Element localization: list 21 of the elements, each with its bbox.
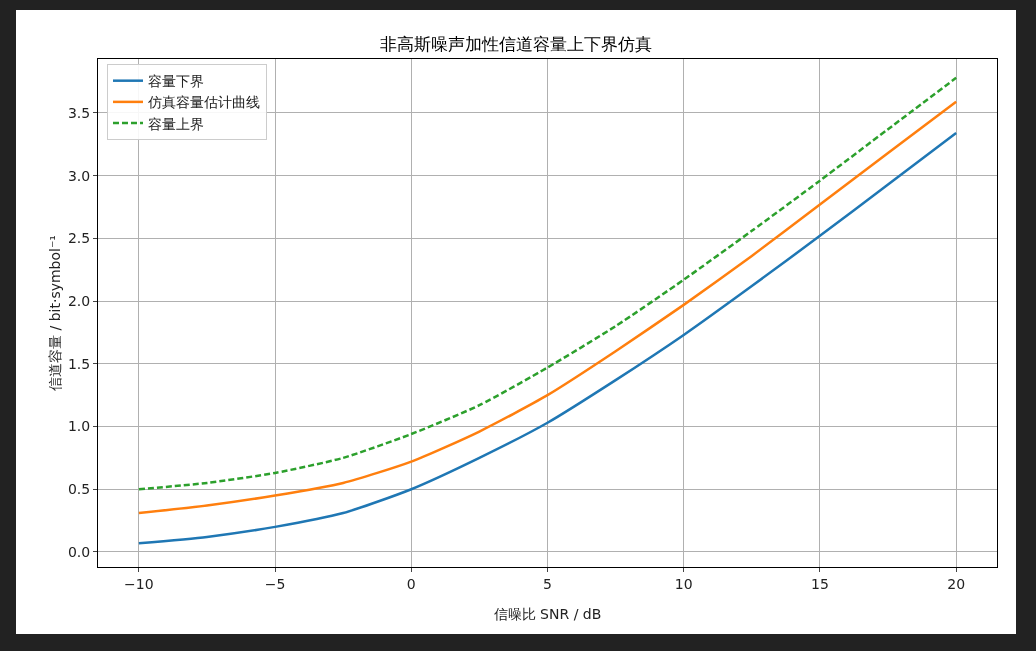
chart-title: 非高斯噪声加性信道容量上下界仿真 <box>380 33 652 54</box>
x-tick-label: −10 <box>124 575 154 592</box>
legend-label: 仿真容量估计曲线 <box>146 94 260 111</box>
x-axis-title: 信噪比 SNR / dB <box>493 606 602 622</box>
x-tick-label: 0 <box>406 575 416 592</box>
y-tick-label: 3.0 <box>67 167 91 184</box>
y-tick-label: 1.5 <box>67 355 91 372</box>
x-tick-label: 10 <box>674 575 693 592</box>
x-tick-label: 5 <box>543 575 552 592</box>
y-tick-label: 0.0 <box>67 543 91 560</box>
y-tick-label: 2.0 <box>67 292 91 309</box>
x-tick-label: 20 <box>947 575 966 592</box>
legend-label: 容量上界 <box>147 115 204 132</box>
y-tick-label: 1.0 <box>67 418 91 435</box>
y-tick-label: 2.5 <box>67 230 91 247</box>
y-axis-title: 信道容量 / bit·symbol⁻¹ <box>47 235 63 391</box>
x-tick-label: −5 <box>264 575 286 592</box>
x-tick-label: 15 <box>811 575 829 592</box>
y-tick-label: 3.5 <box>67 104 91 121</box>
y-tick-label: 0.5 <box>67 481 91 498</box>
legend-label: 容量下界 <box>147 73 204 90</box>
